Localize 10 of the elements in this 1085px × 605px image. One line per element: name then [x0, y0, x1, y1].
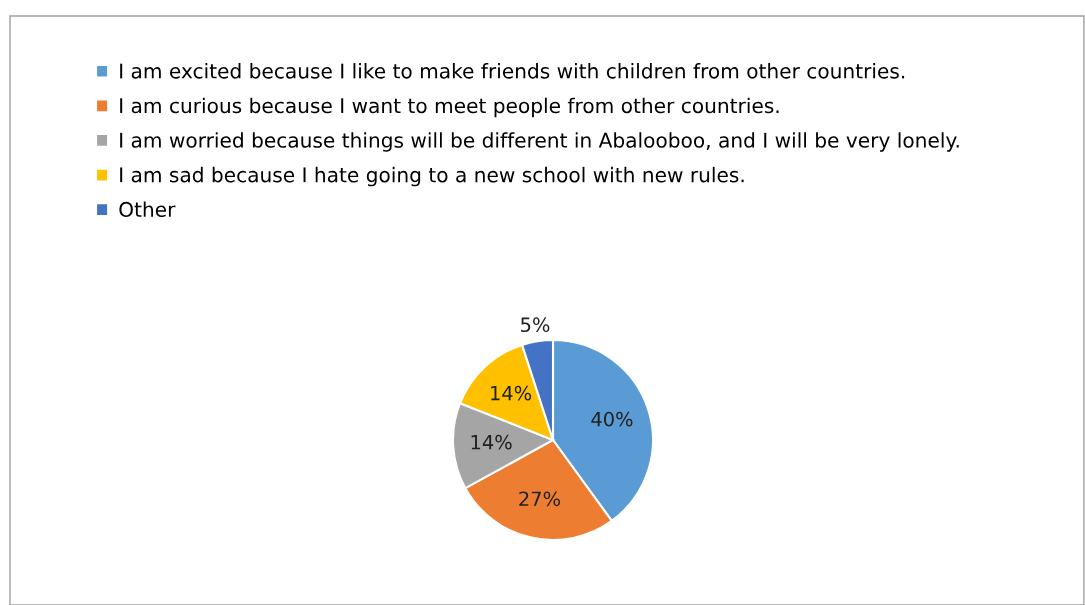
data-label: 27% — [519, 491, 561, 507]
data-label: 40% — [591, 411, 633, 427]
legend-label: I am curious because I want to meet people from other countries. — [120, 97, 779, 118]
legend-label: I am worried because things will be different in Abalooboo, and I will be very lonely. — [120, 132, 959, 152]
data-label: 5% — [521, 317, 550, 333]
legend-label: I am excited because I like to make friends with children from other countries. — [120, 63, 905, 79]
data-label: 14% — [491, 385, 532, 401]
legend-label: Other — [119, 201, 176, 218]
legend-label: I am sad because I hate going to a new school with new rules. — [120, 166, 744, 187]
data-label: 14% — [471, 434, 512, 450]
